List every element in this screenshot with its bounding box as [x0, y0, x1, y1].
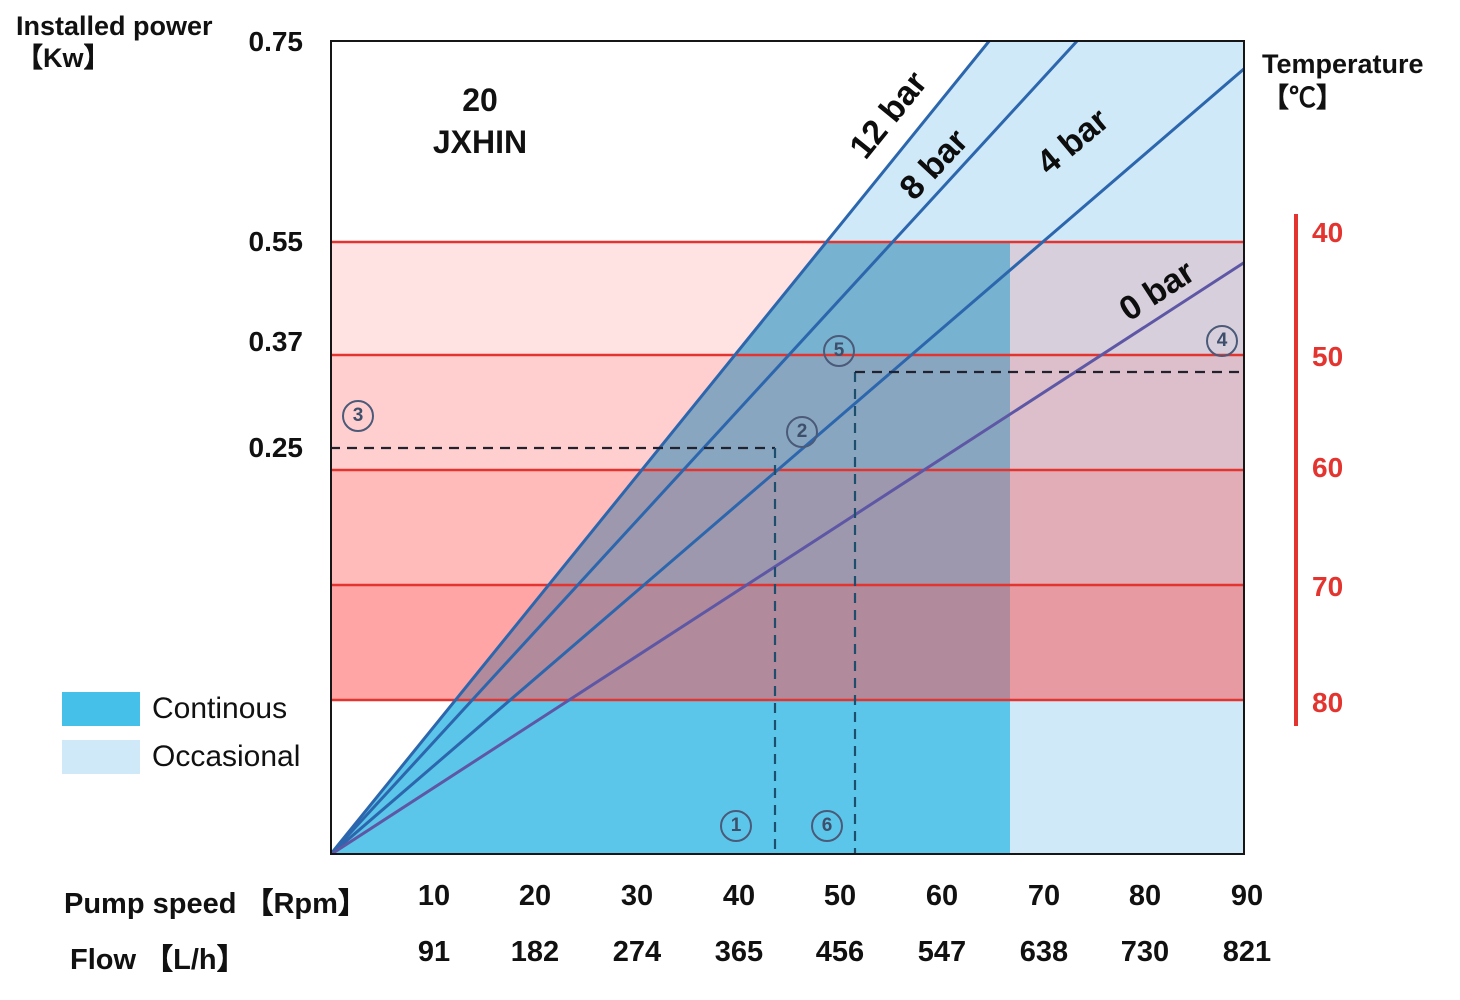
power-tick-075: 0.75	[248, 26, 304, 57]
marker-3: 3	[342, 400, 374, 432]
power-tick-025: 0.25	[248, 432, 304, 463]
left-axis-title-line1: Installed power	[16, 11, 213, 41]
speed-axis-label: Pump speed 【Rpm】	[64, 888, 367, 920]
temp-band-50-60	[330, 355, 1245, 470]
flow-tick-365: 365	[714, 936, 764, 968]
marker-2: 2	[786, 416, 818, 448]
power-tick-037: 0.37	[248, 326, 304, 357]
temp-band-40-50	[330, 242, 1245, 355]
plot-area: 12 bar 8 bar 4 bar 0 bar	[330, 40, 1245, 855]
left-axis-title-line2: 【Kw】	[16, 43, 111, 73]
marker-6: 6	[811, 810, 843, 842]
speed-tick-90: 90	[1230, 880, 1264, 912]
speed-tick-30: 30	[620, 880, 654, 912]
legend-swatch-occasional	[62, 740, 140, 774]
marker-5: 5	[823, 335, 855, 367]
flow-axis-label: Flow 【L/h】	[70, 944, 246, 976]
continuous-region	[330, 242, 1010, 855]
flow-tick-91: 91	[417, 936, 451, 968]
chart-title-line1: 20	[462, 82, 498, 118]
legend-label-occasional: Occasional	[152, 740, 301, 773]
flow-tick-730: 730	[1120, 936, 1170, 968]
temp-tick-40: 40	[1312, 217, 1344, 248]
legend-swatch-continuous	[62, 692, 140, 726]
speed-tick-50: 50	[823, 880, 857, 912]
flow-tick-456: 456	[815, 936, 865, 968]
temp-tick-70: 70	[1312, 571, 1344, 602]
speed-tick-70: 70	[1027, 880, 1061, 912]
curve-4bar	[330, 66, 1245, 855]
temperature-axis-line	[1294, 214, 1298, 726]
temp-tick-80: 80	[1312, 687, 1344, 718]
right-axis-title-line1: Temperature	[1262, 49, 1424, 79]
temp-tick-50: 50	[1312, 341, 1344, 372]
flow-tick-638: 638	[1019, 936, 1069, 968]
power-tick-055: 0.55	[248, 226, 304, 257]
flow-tick-547: 547	[917, 936, 967, 968]
chart-title-line2: JXHIN	[432, 124, 528, 160]
temp-band-60-70	[330, 470, 1245, 585]
curve-0bar	[330, 260, 1245, 855]
speed-tick-80: 80	[1128, 880, 1162, 912]
speed-tick-20: 20	[518, 880, 552, 912]
flow-tick-182: 182	[510, 936, 560, 968]
temp-tick-60: 60	[1312, 452, 1344, 483]
flow-tick-821: 821	[1222, 936, 1272, 968]
speed-tick-10: 10	[417, 880, 451, 912]
legend-label-continuous: Continous	[152, 692, 288, 725]
temp-band-70-80	[330, 585, 1245, 700]
marker-1: 1	[720, 810, 752, 842]
marker-4: 4	[1206, 325, 1238, 357]
right-axis-title-line2: 【℃】	[1262, 83, 1343, 113]
flow-tick-274: 274	[612, 936, 662, 968]
speed-tick-40: 40	[722, 880, 756, 912]
speed-tick-60: 60	[925, 880, 959, 912]
